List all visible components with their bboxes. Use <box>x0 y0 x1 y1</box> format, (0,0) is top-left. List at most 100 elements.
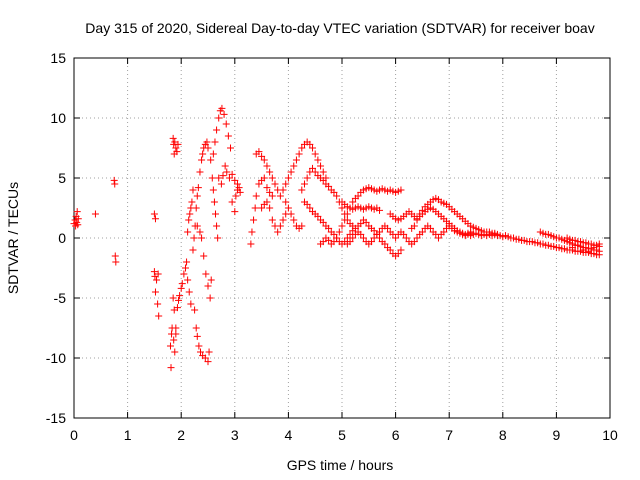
data-point <box>181 264 189 272</box>
data-point <box>317 162 325 170</box>
data-point <box>187 300 195 308</box>
data-point <box>224 132 232 140</box>
data-point <box>202 270 210 278</box>
y-tick-label: -15 <box>46 410 66 426</box>
data-point <box>73 208 81 216</box>
data-point <box>346 238 354 246</box>
data-point <box>219 172 227 180</box>
data-point <box>223 168 231 176</box>
data-point <box>194 184 202 192</box>
data-point <box>227 144 235 152</box>
y-axis-tick-labels: -15 -10 -5 0 5 10 15 <box>46 50 66 426</box>
y-tick-label: 0 <box>58 230 66 246</box>
data-point <box>204 358 212 366</box>
x-tick-label: 7 <box>445 427 453 443</box>
data-point <box>279 216 287 224</box>
data-point <box>207 276 215 284</box>
data-point <box>590 244 598 252</box>
data-point <box>196 168 204 176</box>
data-point <box>178 280 186 288</box>
data-point <box>330 188 338 196</box>
data-point <box>220 110 228 118</box>
data-point <box>214 234 222 242</box>
data-point <box>260 156 268 164</box>
data-point <box>287 210 295 218</box>
data-point <box>185 216 193 224</box>
data-point <box>210 198 218 206</box>
data-point <box>284 174 292 182</box>
data-point <box>174 140 182 148</box>
data-point <box>217 180 225 188</box>
data-point <box>311 150 319 158</box>
data-point <box>341 216 349 224</box>
data-point <box>193 192 201 200</box>
data-point <box>298 186 306 194</box>
data-point <box>354 192 362 200</box>
chart-title: Day 315 of 2020, Sidereal Day-to-day VTE… <box>85 20 594 36</box>
data-point <box>381 240 389 248</box>
data-point <box>180 270 188 278</box>
data-point <box>359 234 367 242</box>
data-point <box>192 204 200 212</box>
data-point <box>290 162 298 170</box>
data-point <box>370 234 378 242</box>
data-point <box>225 174 233 182</box>
data-point <box>284 204 292 212</box>
data-point <box>260 174 268 182</box>
y-tick-label: -5 <box>54 290 67 306</box>
data-point <box>150 210 158 218</box>
data-point <box>287 168 295 176</box>
data-point <box>112 258 120 266</box>
data-point <box>215 174 223 182</box>
data-point <box>218 104 226 112</box>
data-point <box>198 156 206 164</box>
data-point <box>349 234 357 242</box>
data-point <box>233 180 241 188</box>
data-point <box>319 218 327 226</box>
data-point <box>198 234 206 242</box>
data-point <box>276 222 284 230</box>
data-point <box>274 228 282 236</box>
data-point <box>111 180 119 188</box>
data-point <box>298 222 306 230</box>
data-point <box>150 268 158 276</box>
data-point <box>176 292 184 300</box>
data-point <box>199 150 207 158</box>
x-axis-tick-labels: 0 1 2 3 4 5 6 7 8 9 10 <box>70 427 618 443</box>
data-point <box>311 168 319 176</box>
data-point <box>193 332 201 340</box>
data-point <box>173 148 181 156</box>
data-point <box>418 206 426 214</box>
data-point <box>235 184 243 192</box>
data-point <box>434 234 442 242</box>
data-point <box>303 200 311 208</box>
data-point <box>211 138 219 146</box>
data-point <box>255 180 263 188</box>
data-point <box>370 227 378 235</box>
data-point <box>183 258 191 266</box>
data-point <box>74 215 82 223</box>
data-point <box>335 228 343 236</box>
data-point <box>319 238 327 246</box>
data-point <box>319 176 327 184</box>
data-point <box>188 198 196 206</box>
data-point <box>177 284 185 292</box>
data-point <box>231 208 239 216</box>
data-point <box>418 228 426 236</box>
data-point <box>212 210 220 218</box>
data-point <box>268 174 276 182</box>
data-point <box>173 304 181 312</box>
data-point <box>306 204 314 212</box>
data-point <box>196 228 204 236</box>
data-point <box>397 186 405 194</box>
data-point <box>263 162 271 170</box>
data-point <box>151 215 159 223</box>
series-sdtvar <box>70 104 603 372</box>
data-point <box>258 204 266 212</box>
data-point <box>268 216 276 224</box>
data-point <box>319 168 327 176</box>
data-point <box>309 164 317 172</box>
data-point <box>74 221 82 229</box>
data-point <box>169 294 177 302</box>
data-point <box>91 210 99 218</box>
